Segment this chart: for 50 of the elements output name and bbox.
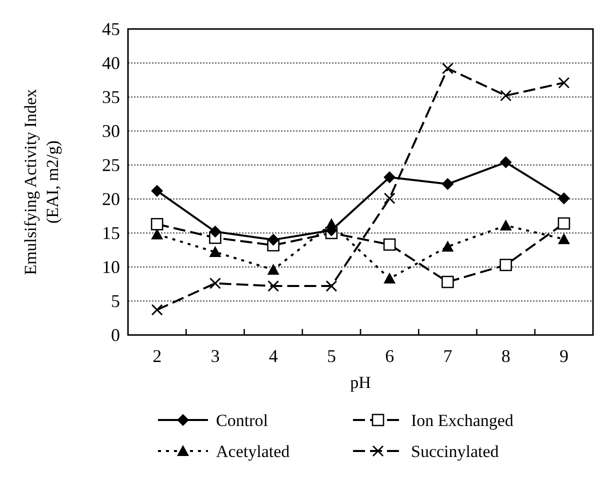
point	[151, 184, 164, 197]
y-tick-label: 40	[102, 53, 120, 73]
point	[558, 192, 570, 204]
point	[500, 90, 512, 102]
legend-label: Succinylated	[411, 442, 500, 461]
y-tick-label: 15	[102, 223, 120, 243]
point	[442, 62, 454, 74]
x-axis-title: pH	[350, 373, 371, 392]
point	[558, 217, 570, 230]
x-tick-label: 4	[268, 346, 278, 366]
point	[384, 272, 396, 284]
point	[500, 220, 512, 231]
point	[558, 233, 570, 244]
point	[209, 226, 222, 238]
point	[558, 76, 570, 88]
point	[442, 240, 454, 252]
y-axis-title: Emulsifying Activity Index (EAI, m2/g)	[21, 88, 62, 276]
x-tick-label: 8	[501, 346, 510, 366]
y-tick-label: 10	[102, 257, 120, 277]
legend-label: Control	[216, 411, 268, 430]
point	[268, 280, 280, 292]
x-tick-label: 2	[152, 346, 162, 366]
point	[384, 192, 396, 204]
point	[500, 258, 512, 272]
point	[267, 264, 280, 275]
point	[326, 280, 338, 292]
point	[267, 234, 280, 246]
point	[151, 304, 163, 316]
y-tick-label: 20	[102, 189, 120, 209]
point	[209, 278, 221, 290]
y-tick-label: 5	[111, 291, 120, 311]
point	[383, 238, 396, 251]
point	[209, 246, 222, 258]
x-tick-label: 6	[385, 346, 394, 366]
point	[384, 171, 396, 184]
y-tick-label: 35	[102, 87, 120, 107]
y-tick-label: 25	[102, 155, 120, 175]
y-tick-label: 30	[102, 121, 120, 141]
point	[150, 218, 164, 230]
point	[442, 178, 454, 190]
x-tick-label: 3	[210, 346, 220, 366]
y-tick-label: 0	[111, 325, 120, 345]
x-tick-label: 5	[326, 346, 336, 366]
legend-label: Ion Exchanged	[411, 411, 514, 430]
x-tick-label: 9	[559, 346, 568, 366]
y-tick-label: 45	[102, 19, 120, 39]
x-tick-label: 7	[443, 346, 452, 366]
point	[442, 276, 454, 288]
point	[500, 156, 512, 168]
legend-label: Acetylated	[216, 442, 290, 461]
